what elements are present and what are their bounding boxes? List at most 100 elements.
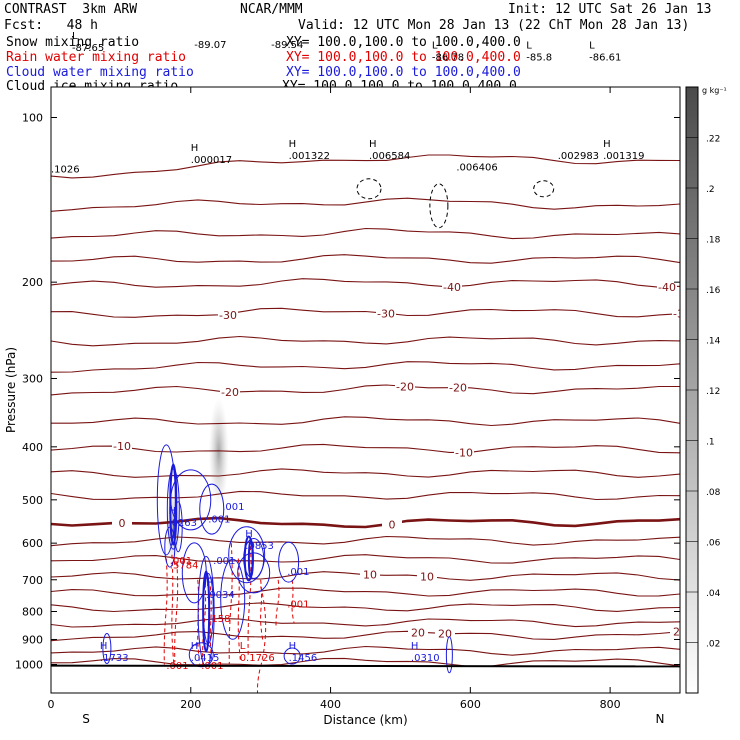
y-tick-label: 400 — [22, 441, 43, 454]
temp-contour-label: -40 — [443, 281, 461, 294]
temp-label-bg — [112, 517, 132, 530]
colorbar-tick-label: .08 — [706, 488, 721, 498]
temp-contour-label: -10 — [113, 440, 131, 453]
temp-contour-line — [51, 617, 680, 628]
cloud-water-contour — [283, 647, 301, 665]
rain-water-label: .001 — [287, 599, 309, 610]
rain-water-label-mark: L — [240, 641, 246, 652]
temp-contour-line — [51, 197, 680, 212]
high-low-label: -85.8 — [526, 52, 552, 63]
snow-shade-west — [165, 486, 182, 567]
temp-label-bg — [454, 446, 474, 459]
cloud-ice-contours — [356, 178, 555, 229]
high-low-label: .006584 — [369, 151, 410, 162]
temp-contour-label: 10 — [420, 570, 434, 583]
temp-label-bg — [672, 307, 680, 320]
temp-contour-label: -20 — [449, 382, 467, 395]
plot-area — [51, 87, 680, 693]
temp-contour-line — [51, 416, 680, 427]
temp-label-bg — [28, 518, 48, 530]
temp-contour-label: 10 — [363, 569, 377, 582]
cloud-ice-contour — [356, 178, 382, 200]
cloud-water-label: .1733 — [100, 653, 129, 664]
high-low-label: .006406 — [456, 163, 497, 174]
temp-contour-line — [51, 278, 680, 288]
field-rain-name: Rain water mixing ratio — [6, 50, 187, 65]
temp-contour-label: -20 — [221, 386, 239, 399]
high-low-label: .002983 — [558, 151, 599, 162]
temp-contour-line — [51, 227, 680, 240]
high-low-label-mark: L — [526, 40, 532, 51]
temp-label-bg — [448, 381, 468, 394]
temp-contour-label: -30 — [673, 308, 691, 321]
temp-contour-line — [51, 535, 680, 547]
cloud-water-contour — [278, 541, 300, 583]
temp-contour-line — [51, 254, 680, 264]
colorbar-tick-label: .1 — [706, 438, 715, 448]
y-tick-label: 300 — [22, 372, 43, 385]
temp-contour-label: -10 — [455, 446, 473, 459]
rain-water-label: .5784 — [170, 561, 199, 572]
temp-contour-label: -30 — [377, 307, 395, 320]
cloud-water-label: .9034 — [206, 590, 235, 601]
colorbar-tick-label: .02 — [706, 640, 720, 650]
cloud-water-contour — [243, 537, 265, 579]
cloud-water-contour — [166, 468, 180, 550]
cloud-water-contour — [199, 483, 225, 535]
cloud-water-contour — [445, 636, 453, 674]
temp-label-bg — [395, 380, 415, 393]
cloud-water-label-mark: H — [206, 578, 214, 589]
snow-shade-east — [208, 397, 229, 508]
rain-contour-line — [275, 579, 280, 629]
snow-shading — [165, 397, 229, 567]
rain-water-label: .001 — [170, 556, 192, 567]
cloud-water-label: .001 — [213, 556, 235, 567]
cloud-water-contour — [169, 463, 178, 546]
temp-label-bg — [670, 625, 680, 638]
temp-label-bg — [417, 570, 437, 583]
colorbar-tick-label: .16 — [706, 286, 721, 296]
field-rain-xy: XY= 100.0,100.0 to 100.0,400.0 — [286, 50, 521, 65]
x-end-label-left: S — [82, 712, 90, 726]
x-tick-label: 400 — [320, 698, 341, 711]
colorbar-tick-label: .12 — [706, 387, 720, 397]
chart-init-time: Init: 12 UTC Sat 26 Jan 13 — [508, 2, 712, 17]
temp-contour-line — [51, 335, 680, 347]
cloud-water-label: .0310 — [411, 653, 440, 664]
temp-contour-line — [51, 361, 680, 373]
temp-contour-label: -20 — [396, 380, 414, 393]
cloud-water-label: .0853 — [245, 541, 274, 552]
y-tick-label: 600 — [22, 537, 43, 550]
temp-contour-label: 20 — [438, 628, 452, 641]
cloud-water-label-mark: H — [191, 641, 199, 652]
colorbar-tick-label: .2 — [706, 185, 715, 195]
chart-project-title: CONTRAST 3km ARW — [4, 2, 138, 17]
temp-contour-line — [51, 657, 680, 668]
high-low-label-mark: L — [432, 40, 438, 51]
high-low-label-mark: H — [369, 139, 377, 150]
rain-contour-line — [174, 562, 179, 663]
rain-water-label: 0.1726 — [240, 653, 275, 664]
temp-contour-line — [51, 554, 680, 564]
high-low-label-mark: L — [72, 31, 78, 42]
temp-label-bg — [376, 307, 396, 320]
cloud-water-label-mark: H — [168, 506, 176, 517]
cloud-water-label-mark: H — [289, 641, 297, 652]
cloud-water-contour — [247, 539, 254, 578]
temp-contour-label: 0 — [389, 518, 396, 531]
high-low-label-mark: H — [603, 139, 611, 150]
cloud-water-label-mark: H — [411, 641, 419, 652]
temp-label-bg — [442, 280, 462, 293]
colorbar-tick-label: .06 — [706, 539, 721, 549]
temperature-contours: -40-40-40-30-30-30-30-20-20-20-10-10-100… — [28, 154, 691, 668]
cloud-water-label: .001 — [287, 567, 309, 578]
colorbar-tick-label: .22 — [706, 135, 720, 145]
temp-contour-line — [51, 490, 680, 501]
high-low-label: .000017 — [191, 155, 232, 166]
x-end-label-right: N — [656, 712, 665, 726]
temp-contour-line — [51, 384, 680, 396]
plot-frame — [50, 86, 681, 694]
temp-contour-label: 20 — [411, 627, 425, 640]
high-low-label-mark: H — [191, 143, 199, 154]
